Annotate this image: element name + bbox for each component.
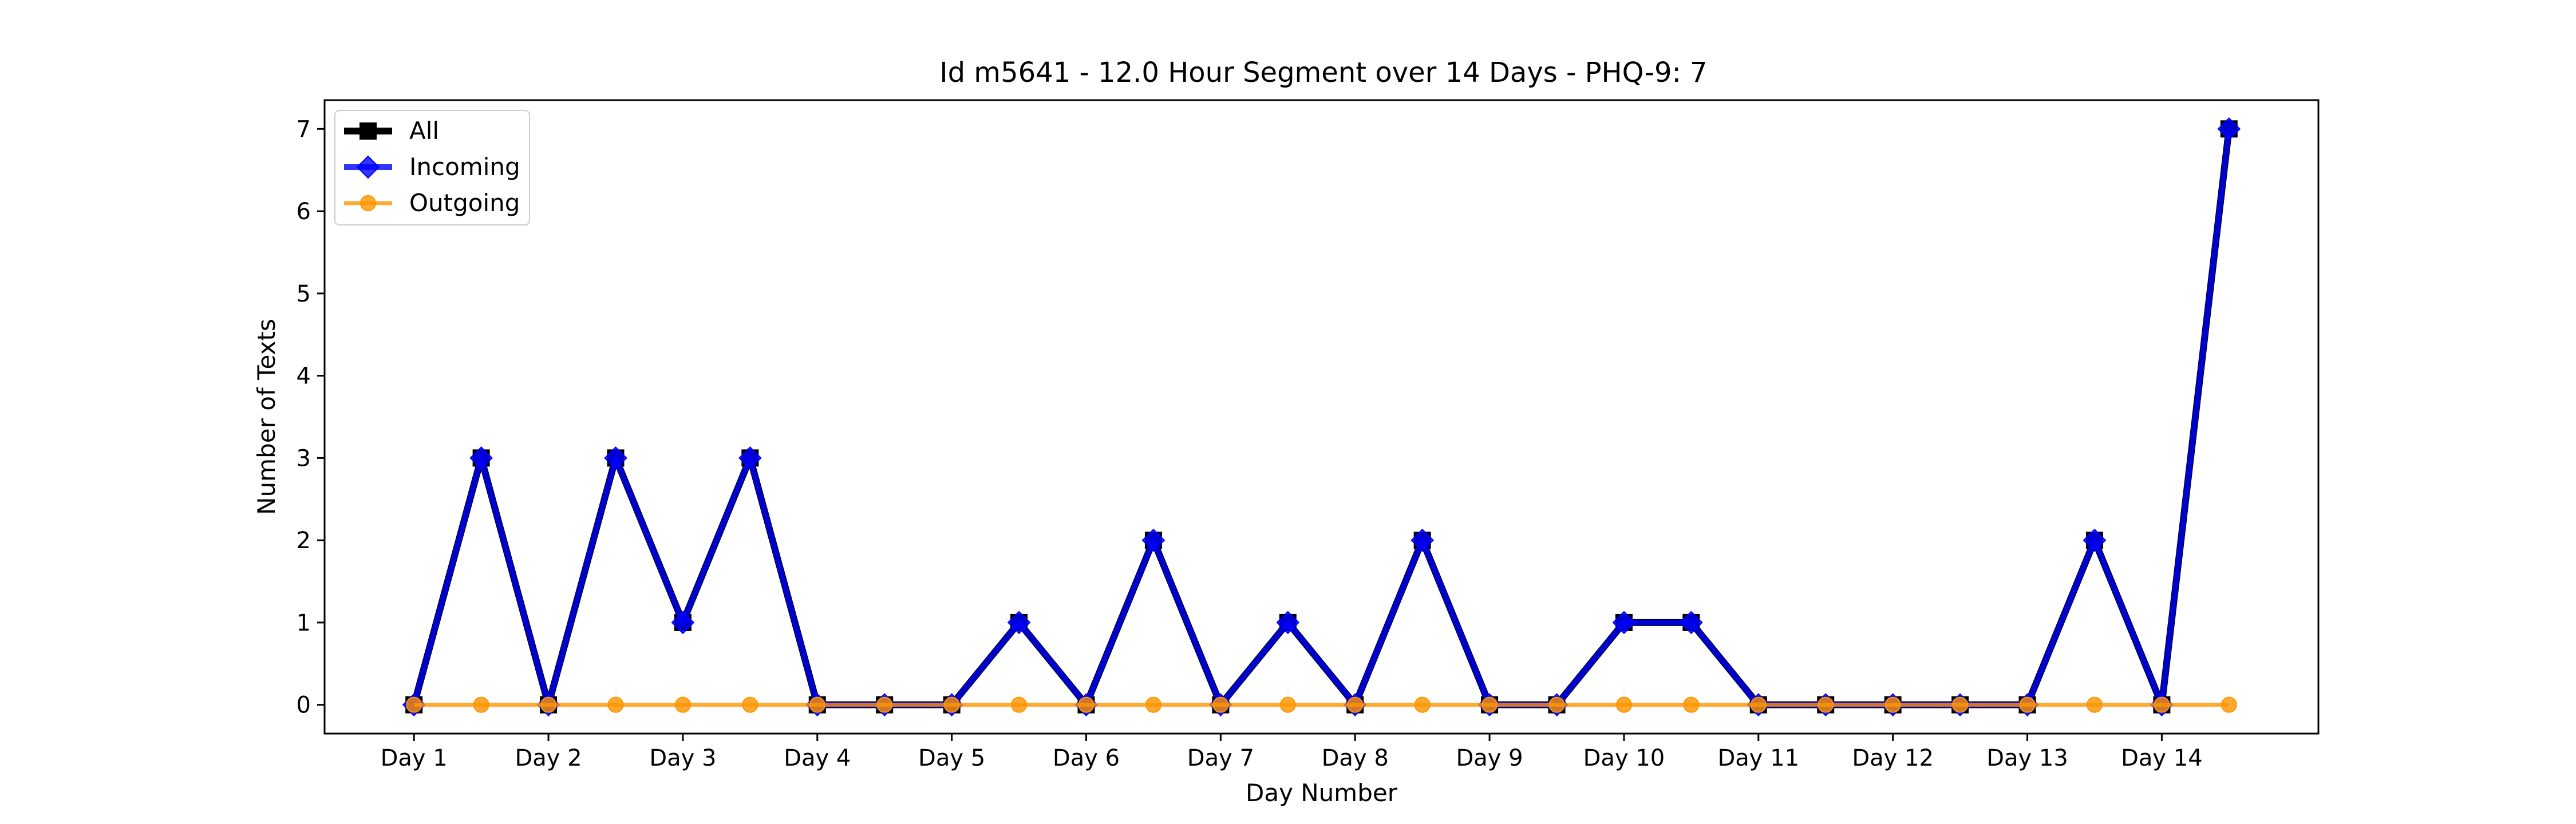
y-tick-label: 1 [297, 610, 311, 636]
y-axis-label: Number of Texts [252, 319, 280, 515]
data-point [1612, 611, 1636, 635]
legend: All Incoming Outgoing [334, 110, 530, 225]
data-point [809, 696, 825, 713]
data-point [540, 696, 557, 713]
legend-box [334, 110, 530, 225]
data-point [1141, 528, 1165, 552]
data-point [604, 446, 627, 470]
data-point [1276, 611, 1300, 635]
chart-title: Id m5641 - 12.0 Hour Segment over 14 Day… [939, 57, 1707, 89]
legend-entry: Outgoing [344, 189, 520, 217]
y-tick-label: 3 [297, 445, 311, 472]
data-point [1615, 696, 1632, 713]
x-axis-label: Day Number [1246, 779, 1398, 807]
data-point [2086, 696, 2103, 713]
x-tick-label: Day 10 [1583, 745, 1665, 771]
x-tick-label: Day 13 [1986, 745, 2068, 771]
data-point [406, 696, 422, 713]
x-tick-label: Day 12 [1852, 745, 1934, 771]
data-point [473, 696, 489, 713]
data-point [1680, 611, 1703, 635]
data-point [1411, 528, 1434, 552]
legend-entry: All [344, 117, 439, 145]
data-point [1078, 696, 1095, 713]
data-point [674, 696, 691, 713]
data-point [1481, 696, 1498, 713]
x-tick-label: Day 2 [515, 745, 582, 771]
y-tick-label: 4 [297, 363, 311, 390]
data-point [607, 696, 624, 713]
x-tick-label: Day 11 [1717, 745, 1799, 771]
axes-frame [323, 99, 2320, 735]
x-tick-label: Day 14 [2121, 745, 2203, 771]
x-tick-label: Day 7 [1187, 745, 1254, 771]
series-outgoing [406, 696, 2237, 713]
series-group [402, 117, 2241, 716]
data-point [1279, 696, 1296, 713]
legend-entry: Incoming [344, 153, 520, 181]
data-point [1683, 696, 1700, 713]
data-point [1548, 696, 1565, 713]
x-tick-label: Day 4 [784, 745, 851, 771]
data-point [738, 446, 762, 470]
data-point [671, 611, 695, 635]
legend-marker [360, 195, 376, 211]
x-tick-label: Day 9 [1456, 745, 1523, 771]
x-tick-label: Day 8 [1322, 745, 1389, 771]
data-point [742, 696, 758, 713]
data-point [2221, 696, 2237, 713]
x-tick-label: Day 5 [918, 745, 985, 771]
y-tick-label: 7 [297, 116, 311, 142]
axis-ticks: Day 1 Day 2 Day 3 Day 4 Day 5 Day 6 Day 7 Day 8… [297, 116, 2203, 771]
x-tick-label: Day 6 [1053, 745, 1120, 771]
x-tick-label: Day 3 [649, 745, 716, 771]
legend-marker [359, 122, 377, 140]
data-point [1414, 696, 1431, 713]
y-tick-label: 0 [297, 692, 311, 719]
data-point [2154, 696, 2170, 713]
y-tick-label: 6 [297, 199, 311, 225]
data-point [1884, 696, 1901, 713]
series-incoming [402, 117, 2241, 716]
x-tick-label: Day 1 [381, 745, 448, 771]
data-point [1145, 696, 1161, 713]
data-point [2019, 696, 2036, 713]
legend-label: Outgoing [409, 189, 520, 217]
y-tick-label: 2 [297, 528, 311, 554]
data-point [2083, 528, 2107, 552]
data-point [2217, 117, 2241, 141]
data-point [1011, 696, 1028, 713]
data-point [1212, 696, 1229, 713]
data-point [1952, 696, 1969, 713]
legend-label: Incoming [409, 153, 520, 181]
y-tick-label: 5 [297, 281, 311, 307]
data-point [1750, 696, 1767, 713]
data-point [1347, 696, 1364, 713]
data-point [876, 696, 893, 713]
data-point [1007, 611, 1031, 635]
legend-label: All [409, 117, 439, 145]
data-point [943, 696, 960, 713]
legend-marker [356, 155, 380, 179]
data-point [1818, 696, 1834, 713]
data-point [469, 446, 493, 470]
